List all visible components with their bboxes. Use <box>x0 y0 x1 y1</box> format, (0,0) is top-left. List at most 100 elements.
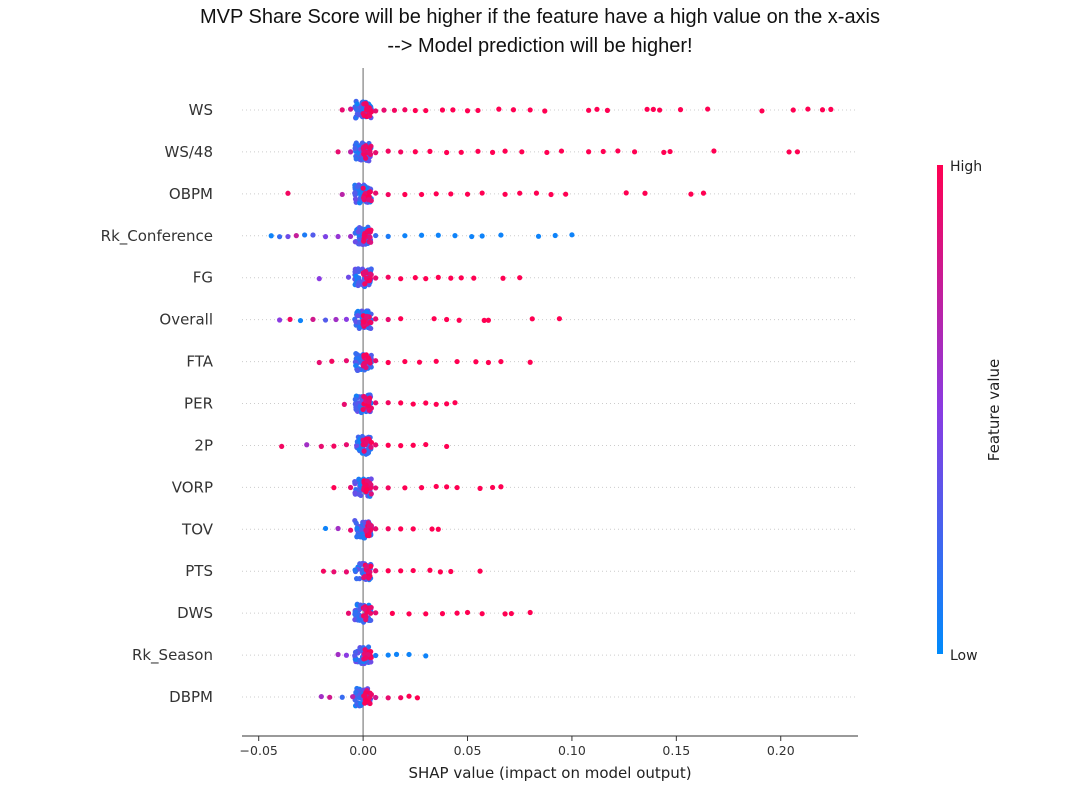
data-point <box>485 359 491 366</box>
data-point <box>398 443 404 449</box>
data-point <box>373 275 379 281</box>
data-point <box>439 611 446 617</box>
data-point <box>373 400 379 406</box>
data-point <box>327 694 333 700</box>
data-point <box>347 233 354 240</box>
cluster-point <box>358 701 364 707</box>
x-tick-label: 0.05 <box>454 743 482 758</box>
data-point <box>828 106 834 112</box>
data-point <box>412 149 418 155</box>
data-point <box>435 274 441 280</box>
data-point <box>517 275 523 281</box>
cluster-point <box>362 647 368 653</box>
data-point <box>385 526 391 532</box>
data-point <box>794 149 801 155</box>
feature-label: DBPM <box>169 688 213 706</box>
data-point <box>385 652 391 658</box>
cluster-near-zero <box>352 351 374 373</box>
cluster-point <box>360 362 366 368</box>
data-point <box>335 651 341 658</box>
cluster-point <box>353 406 359 412</box>
data-point <box>448 275 454 281</box>
data-point <box>498 358 504 365</box>
data-point <box>471 275 477 281</box>
data-point <box>423 107 429 114</box>
data-point <box>373 694 379 701</box>
data-point <box>412 275 418 281</box>
cluster-point <box>368 659 374 665</box>
data-point <box>548 191 554 198</box>
cluster-point <box>352 396 358 403</box>
data-point <box>542 108 548 114</box>
cluster-point <box>366 227 372 234</box>
data-point <box>310 316 316 322</box>
cluster-point <box>366 399 372 405</box>
data-point <box>479 190 485 196</box>
data-point <box>316 359 322 366</box>
data-point <box>322 317 329 323</box>
data-point <box>345 274 352 280</box>
data-point <box>418 485 425 491</box>
data-point <box>423 276 429 282</box>
data-point <box>435 232 441 238</box>
cluster-point <box>352 239 358 245</box>
data-point <box>544 149 550 156</box>
data-point <box>437 569 443 575</box>
data-point <box>711 148 717 154</box>
data-point <box>481 317 487 323</box>
data-point <box>297 317 304 324</box>
cluster-point <box>360 406 366 413</box>
data-point <box>398 695 404 701</box>
data-point <box>331 569 337 575</box>
feature-label: WS <box>189 101 213 119</box>
cluster-point <box>367 145 373 152</box>
data-point <box>406 693 412 699</box>
cluster-point <box>357 657 363 664</box>
data-point <box>563 191 569 197</box>
cluster-near-zero <box>352 98 374 121</box>
data-point <box>373 232 379 239</box>
cluster-point <box>353 362 359 369</box>
cluster-point <box>356 476 362 482</box>
feature-label: PER <box>184 395 213 413</box>
data-point <box>350 694 356 700</box>
data-point <box>398 149 404 155</box>
data-point <box>335 149 341 155</box>
cluster-point <box>368 444 374 450</box>
cluster-point <box>357 646 364 652</box>
data-point <box>339 191 345 198</box>
data-point <box>373 485 379 491</box>
data-point <box>527 107 533 113</box>
data-point <box>322 234 329 240</box>
data-point <box>458 149 464 155</box>
cluster-near-zero <box>352 644 374 667</box>
data-point <box>458 275 464 281</box>
feature-label: DWS <box>177 604 213 622</box>
cluster-point <box>367 700 373 707</box>
data-point <box>373 358 379 364</box>
data-point <box>343 358 350 364</box>
data-point <box>519 149 525 155</box>
cluster-point <box>360 185 366 191</box>
data-point <box>469 233 475 240</box>
cluster-point <box>354 183 361 190</box>
cluster-point <box>368 109 374 115</box>
data-point <box>448 568 454 575</box>
data-point <box>343 316 350 322</box>
x-tick-label: 0.10 <box>558 743 586 758</box>
cluster-point <box>353 689 359 695</box>
cluster-point <box>352 479 358 485</box>
data-point <box>667 148 673 155</box>
colorbar-low-label: Low <box>950 648 978 664</box>
chart-title: MVP Share Score will be higher if the fe… <box>199 6 881 28</box>
cluster-point <box>360 195 367 201</box>
cluster-point <box>368 325 374 332</box>
x-tick-label: 0.20 <box>767 743 795 758</box>
data-point <box>819 107 826 113</box>
data-point <box>285 190 291 196</box>
data-point <box>444 484 450 490</box>
data-point <box>385 568 391 574</box>
data-point <box>498 484 504 490</box>
cluster-point <box>363 107 370 113</box>
